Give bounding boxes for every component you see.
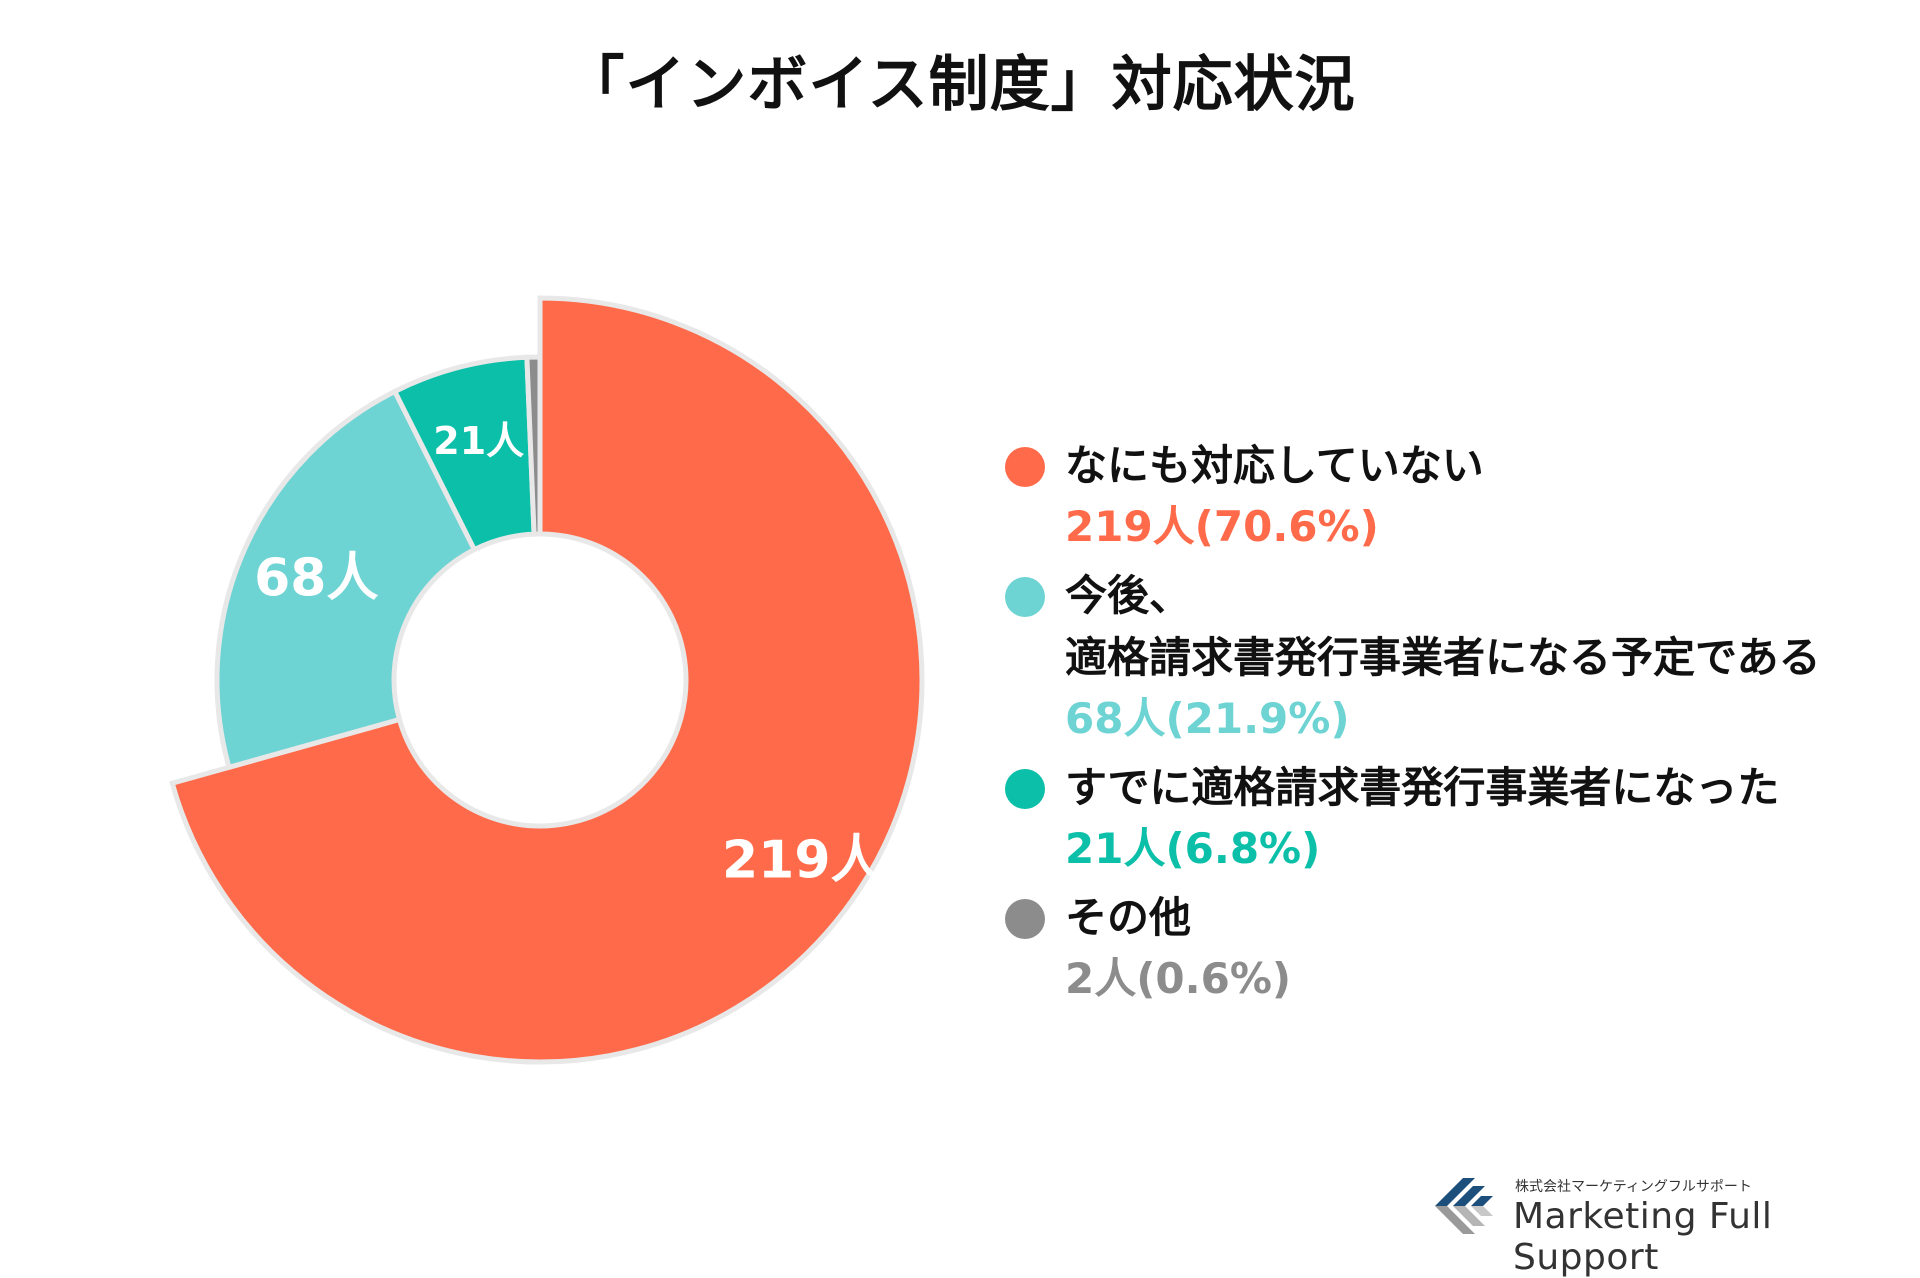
donut-slice — [524, 354, 543, 537]
legend-item-planned: 今後、 適格請求書発行事業者になる予定である 68人(21.9%) — [1005, 565, 1821, 749]
legend-dot — [1005, 447, 1045, 487]
donut-slice — [169, 295, 925, 1065]
donut-chart: 219人 68人 21人 — [169, 295, 925, 1065]
legend-item-other: その他 2人(0.6%) — [1005, 887, 1821, 1009]
donut-slice — [214, 388, 478, 771]
legend-label-line1: 今後、 — [1065, 571, 1192, 620]
legend-value: 219人(70.6%) — [1065, 502, 1379, 551]
legend-label: すでに適格請求書発行事業者になった — [1065, 763, 1780, 812]
legend-dot — [1005, 899, 1045, 939]
legend-value: 68人(21.9%) — [1065, 694, 1350, 743]
logo-mark-icon — [1435, 1178, 1493, 1234]
legend-value: 2人(0.6%) — [1065, 954, 1292, 1003]
legend-dot — [1005, 769, 1045, 809]
legend-value: 21人(6.8%) — [1065, 824, 1321, 873]
legend-label: なにも対応していない — [1065, 441, 1484, 490]
logo-company-jp: 株式会社マーケティングフルサポート — [1515, 1179, 1752, 1195]
slice-label: 68人 — [254, 548, 378, 608]
slice-label: 21人 — [433, 419, 524, 463]
legend: なにも対応していない 219人(70.6%) 今後、 適格請求書発行事業者になる… — [1005, 435, 1821, 1017]
legend-label: その他 — [1065, 893, 1192, 942]
logo-company-en: Marketing Full Support — [1513, 1196, 1773, 1278]
chart-title: 「インボイス制度」対応状況 — [564, 50, 1356, 120]
legend-dot — [1005, 577, 1045, 617]
company-logo: 株式会社マーケティングフルサポート Marketing Full Support — [1433, 1168, 1913, 1278]
legend-item-none: なにも対応していない 219人(70.6%) — [1005, 435, 1821, 557]
slice-label: 219人 — [722, 831, 883, 891]
legend-label-line2: 適格請求書発行事業者になる予定である — [1065, 633, 1821, 682]
legend-item-already: すでに適格請求書発行事業者になった 21人(6.8%) — [1005, 757, 1821, 879]
